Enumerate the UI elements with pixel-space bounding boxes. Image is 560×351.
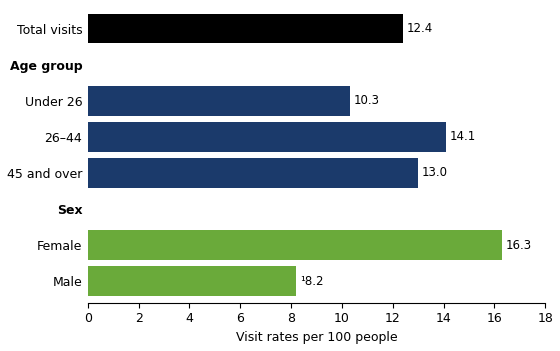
Bar <box>88 158 418 188</box>
X-axis label: Visit rates per 100 people: Visit rates per 100 people <box>236 331 397 344</box>
Bar <box>88 86 349 115</box>
Text: 10.3: 10.3 <box>353 94 379 107</box>
Bar <box>88 122 446 152</box>
Bar <box>88 230 502 260</box>
Text: 14.1: 14.1 <box>450 130 476 143</box>
Bar <box>88 14 403 44</box>
Text: 16.3: 16.3 <box>506 239 532 252</box>
Text: 12.4: 12.4 <box>407 22 433 35</box>
Text: 13.0: 13.0 <box>422 166 448 179</box>
Bar <box>88 266 296 296</box>
Text: ¹8.2: ¹8.2 <box>300 274 324 287</box>
